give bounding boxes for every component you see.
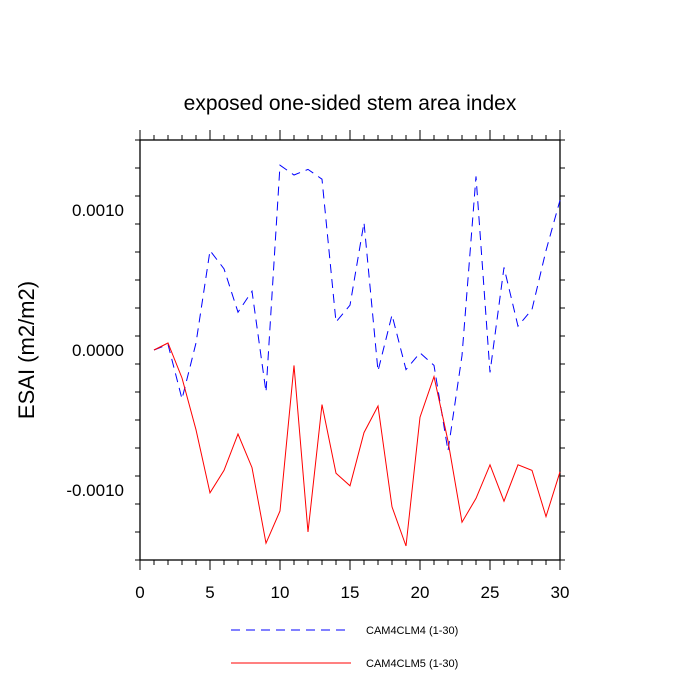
- x-tick-label: 25: [481, 583, 500, 602]
- legend-label-1: CAM4CLM4 (1-30): [366, 625, 458, 637]
- y-tick-label: -0.0010: [66, 481, 124, 500]
- series-line-2: [153, 342, 561, 547]
- ticks: [135, 130, 565, 570]
- x-tick-label: 5: [205, 583, 214, 602]
- chart-title: exposed one-sided stem area index: [184, 92, 517, 115]
- series-group: [153, 164, 561, 547]
- y-tick-label: 0.0010: [72, 201, 124, 220]
- y-tick-label: 0.0000: [72, 341, 124, 360]
- tick-labels: 0 5 10 15 20 25 30 0.0010 0.0000 -0.0010: [66, 201, 569, 602]
- y-axis-label: ESAI (m2/m2): [14, 281, 39, 419]
- x-tick-label: 10: [271, 583, 290, 602]
- x-tick-label: 0: [135, 583, 144, 602]
- legend: CAM4CLM4 (1-30) CAM4CLM5 (1-30): [231, 625, 458, 670]
- legend-label-2: CAM4CLM5 (1-30): [366, 658, 458, 670]
- x-tick-label: 30: [551, 583, 570, 602]
- series-line-1: [153, 164, 561, 451]
- x-tick-label: 20: [411, 583, 430, 602]
- x-tick-label: 15: [341, 583, 360, 602]
